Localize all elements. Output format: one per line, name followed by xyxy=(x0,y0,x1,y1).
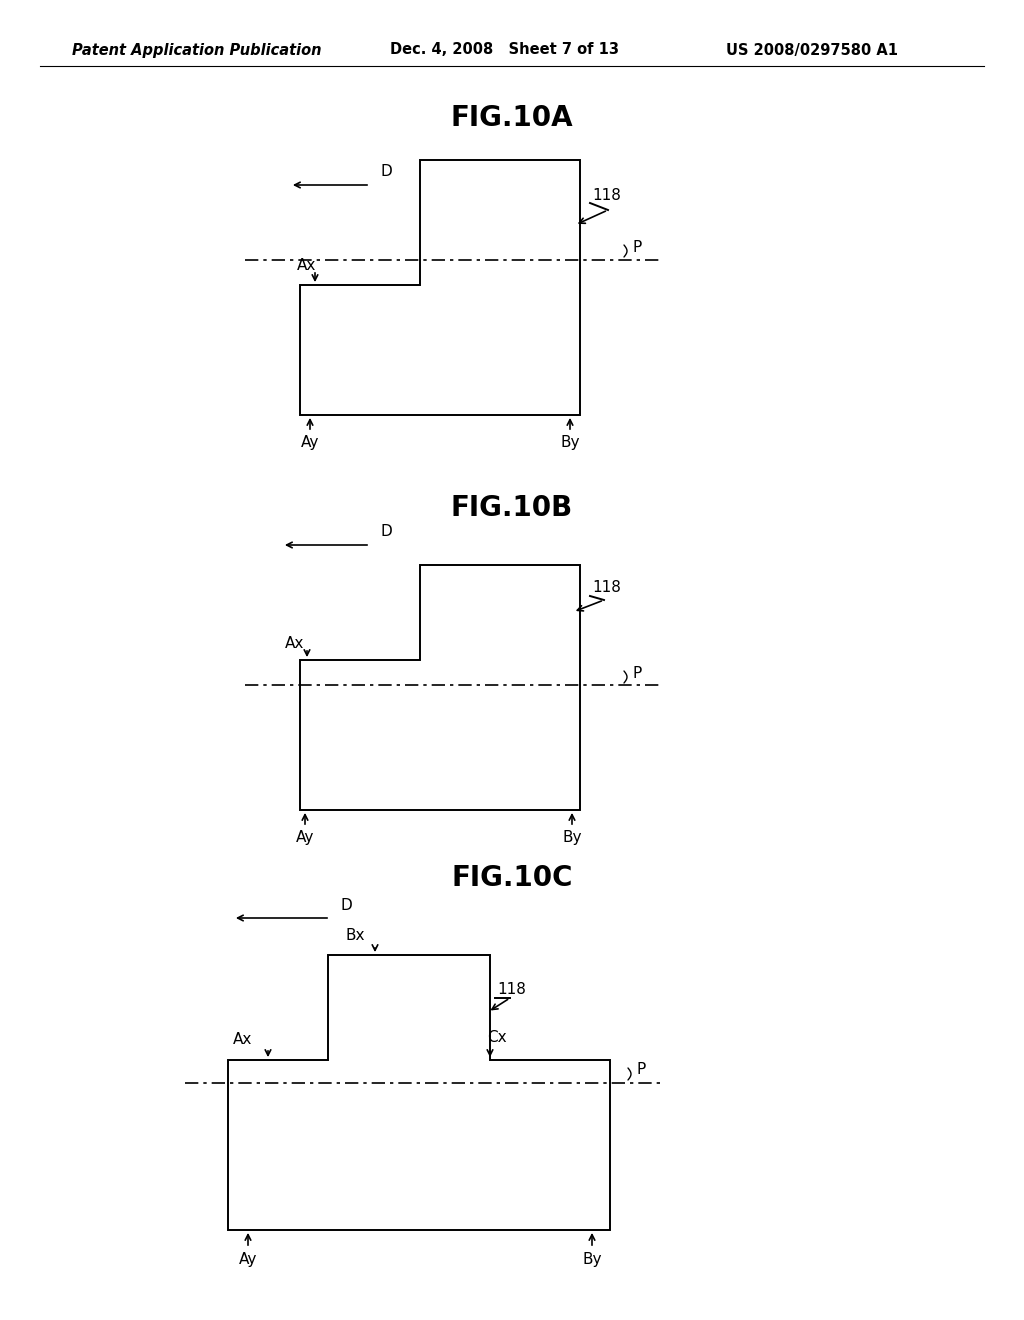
Text: By: By xyxy=(562,830,582,845)
Text: Ay: Ay xyxy=(301,436,319,450)
Text: Patent Application Publication: Patent Application Publication xyxy=(72,42,322,58)
Text: Ay: Ay xyxy=(239,1251,257,1267)
Text: Cx: Cx xyxy=(487,1031,507,1045)
Text: P: P xyxy=(632,665,641,681)
Text: D: D xyxy=(380,165,392,180)
Text: 118: 118 xyxy=(592,581,621,595)
Text: D: D xyxy=(380,524,392,540)
Text: Bx: Bx xyxy=(345,928,365,942)
Text: By: By xyxy=(560,436,580,450)
Text: P: P xyxy=(637,1063,646,1077)
Text: FIG.10C: FIG.10C xyxy=(452,865,572,892)
Text: Dec. 4, 2008   Sheet 7 of 13: Dec. 4, 2008 Sheet 7 of 13 xyxy=(390,42,618,58)
Text: Ax: Ax xyxy=(297,257,316,272)
Text: 118: 118 xyxy=(592,187,621,202)
Text: FIG.10A: FIG.10A xyxy=(451,104,573,132)
Text: Ay: Ay xyxy=(296,830,314,845)
Text: FIG.10B: FIG.10B xyxy=(451,494,573,521)
Text: 118: 118 xyxy=(497,982,526,998)
Text: D: D xyxy=(340,898,352,912)
Text: Ax: Ax xyxy=(285,635,304,651)
Text: P: P xyxy=(632,239,641,255)
Text: By: By xyxy=(583,1251,602,1267)
Text: US 2008/0297580 A1: US 2008/0297580 A1 xyxy=(726,42,898,58)
Text: Ax: Ax xyxy=(233,1032,252,1048)
